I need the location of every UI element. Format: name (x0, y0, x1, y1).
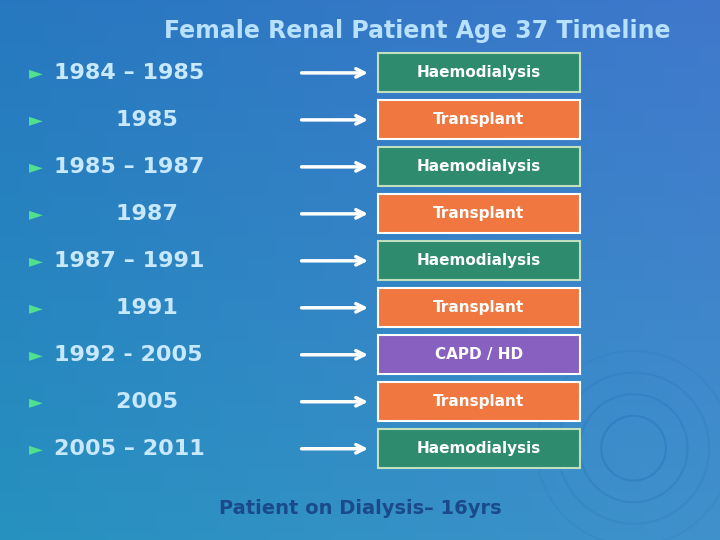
Text: 1987: 1987 (54, 204, 178, 224)
Text: 2005: 2005 (54, 392, 178, 412)
Text: Haemodialysis: Haemodialysis (417, 441, 541, 456)
FancyBboxPatch shape (378, 53, 580, 92)
Text: 1985: 1985 (54, 110, 178, 130)
Text: ►: ► (29, 440, 43, 458)
Text: 1984 – 1985: 1984 – 1985 (54, 63, 204, 83)
Text: Female Renal Patient Age 37 Timeline: Female Renal Patient Age 37 Timeline (164, 19, 671, 43)
Text: Haemodialysis: Haemodialysis (417, 159, 541, 174)
FancyBboxPatch shape (378, 194, 580, 233)
FancyBboxPatch shape (378, 382, 580, 421)
FancyBboxPatch shape (378, 429, 580, 468)
Text: ►: ► (29, 64, 43, 82)
FancyBboxPatch shape (378, 147, 580, 186)
FancyBboxPatch shape (378, 335, 580, 374)
FancyBboxPatch shape (378, 241, 580, 280)
Text: CAPD / HD: CAPD / HD (435, 347, 523, 362)
Text: Transplant: Transplant (433, 394, 524, 409)
Text: Transplant: Transplant (433, 112, 524, 127)
Text: Transplant: Transplant (433, 206, 524, 221)
FancyBboxPatch shape (378, 288, 580, 327)
Text: Transplant: Transplant (433, 300, 524, 315)
Text: 2005 – 2011: 2005 – 2011 (54, 438, 204, 459)
Text: 1992 - 2005: 1992 - 2005 (54, 345, 202, 365)
Text: 1985 – 1987: 1985 – 1987 (54, 157, 204, 177)
FancyBboxPatch shape (378, 100, 580, 139)
Text: 1991: 1991 (54, 298, 178, 318)
Text: ►: ► (29, 205, 43, 223)
Text: ►: ► (29, 111, 43, 129)
Text: ►: ► (29, 346, 43, 364)
Text: Haemodialysis: Haemodialysis (417, 65, 541, 80)
Text: ►: ► (29, 158, 43, 176)
Text: 1987 – 1991: 1987 – 1991 (54, 251, 204, 271)
Text: Haemodialysis: Haemodialysis (417, 253, 541, 268)
Text: ►: ► (29, 393, 43, 411)
Text: Patient on Dialysis– 16yrs: Patient on Dialysis– 16yrs (219, 500, 501, 518)
Text: ►: ► (29, 299, 43, 317)
Text: ►: ► (29, 252, 43, 270)
